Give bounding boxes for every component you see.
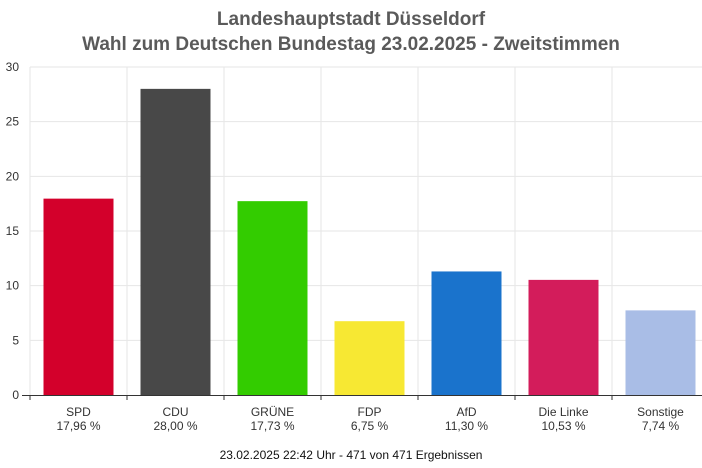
bar-cdu xyxy=(140,88,211,395)
bar-grüne xyxy=(237,201,308,395)
x-tick-label: Sonstige xyxy=(637,405,684,419)
data-label: 11,30 % xyxy=(445,419,488,433)
results-footer: 23.02.2025 22:42 Uhr - 471 von 471 Ergeb… xyxy=(219,448,483,462)
x-tick-label: AfD xyxy=(456,405,476,419)
data-label: 7,74 % xyxy=(642,419,680,433)
chart-title: Landeshauptstadt Düsseldorf xyxy=(216,9,486,30)
chart-subtitle: Wahl zum Deutschen Bundestag 23.02.2025 … xyxy=(82,34,620,55)
data-label: 28,00 % xyxy=(153,419,197,433)
y-tick-label: 10 xyxy=(6,279,20,293)
x-tick-label: Die Linke xyxy=(538,405,588,419)
bar-afd xyxy=(431,271,502,395)
x-tick-label: FDP xyxy=(358,405,382,419)
data-label: 10,53 % xyxy=(541,419,585,433)
data-label: 17,73 % xyxy=(250,419,294,433)
data-label: 6,75 % xyxy=(351,419,389,433)
x-tick-label: CDU xyxy=(163,405,189,419)
y-tick-label: 5 xyxy=(12,333,19,347)
y-axis: 0 5 10 15 20 25 30 xyxy=(6,60,20,402)
x-tick-label: SPD xyxy=(66,405,91,419)
bars xyxy=(43,88,696,395)
y-tick-label: 25 xyxy=(6,115,20,129)
bar-sonstige xyxy=(625,310,696,395)
bar-die-linke xyxy=(528,279,599,395)
data-label: 17,96 % xyxy=(56,419,100,433)
bar-spd xyxy=(43,198,114,395)
y-tick-label: 20 xyxy=(6,169,20,183)
y-tick-label: 30 xyxy=(6,60,20,74)
bar-fdp xyxy=(334,321,405,395)
y-tick-label: 0 xyxy=(12,388,19,402)
y-tick-label: 15 xyxy=(6,224,20,238)
x-tick-label: GRÜNE xyxy=(251,405,294,419)
